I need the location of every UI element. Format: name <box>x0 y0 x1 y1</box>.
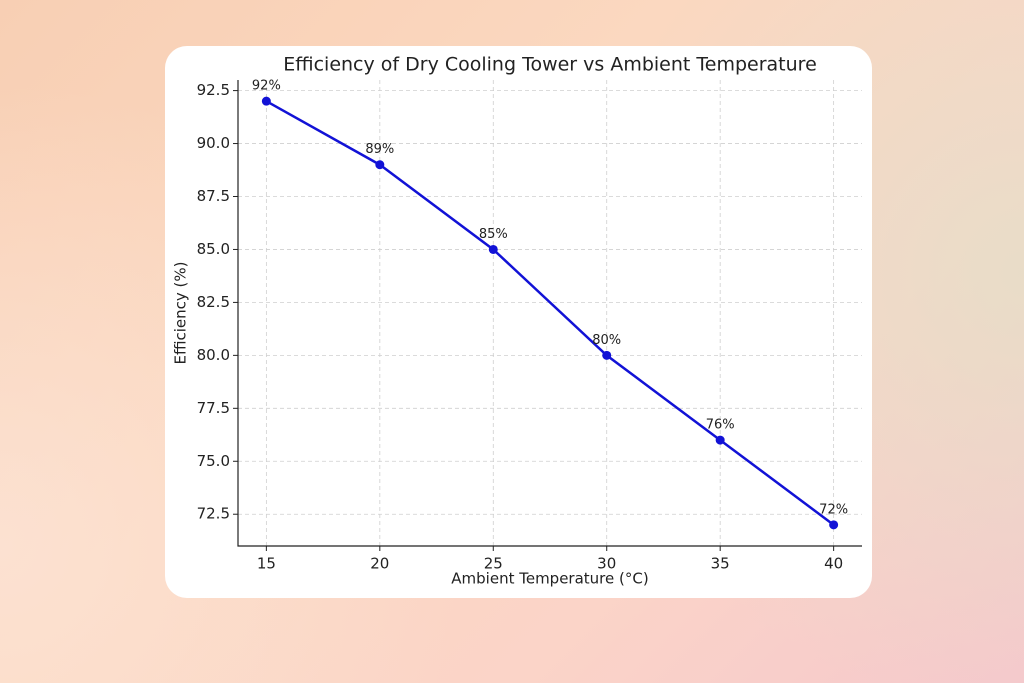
data-point <box>829 520 839 530</box>
data-point <box>488 244 498 254</box>
x-tick-label: 20 <box>370 555 389 573</box>
y-axis-label: Efficiency (%) <box>172 262 190 365</box>
x-tick-label: 30 <box>597 555 616 573</box>
data-point <box>261 96 271 106</box>
axis-spines <box>237 80 862 547</box>
chart-card <box>165 46 872 598</box>
y-tick-label: 75.0 <box>197 452 230 470</box>
data-label: 85% <box>479 227 508 242</box>
y-tick-label: 85.0 <box>197 240 230 258</box>
x-tick-label: 15 <box>257 555 276 573</box>
data-label: 76% <box>706 418 735 433</box>
data-label: 80% <box>592 333 621 348</box>
data-line <box>265 100 835 526</box>
data-label: 92% <box>252 79 281 94</box>
data-label: 72% <box>819 502 848 517</box>
x-tick-label: 25 <box>484 555 503 573</box>
data-point <box>715 435 725 445</box>
y-tick-label: 77.5 <box>197 399 230 417</box>
data-point <box>602 350 612 360</box>
y-tick-label: 92.5 <box>197 81 230 99</box>
y-tick-label: 82.5 <box>197 293 230 311</box>
y-tick-label: 87.5 <box>197 187 230 205</box>
data-label: 89% <box>365 142 394 157</box>
y-tick-label: 80.0 <box>197 346 230 364</box>
chart-title: Efficiency of Dry Cooling Tower vs Ambie… <box>283 54 817 76</box>
x-axis-label: Ambient Temperature (°C) <box>451 570 648 588</box>
data-point <box>375 160 385 170</box>
x-tick-label: 35 <box>711 555 730 573</box>
x-tick-label: 40 <box>824 555 843 573</box>
y-tick-label: 72.5 <box>197 505 230 523</box>
y-tick-label: 90.0 <box>197 134 230 152</box>
